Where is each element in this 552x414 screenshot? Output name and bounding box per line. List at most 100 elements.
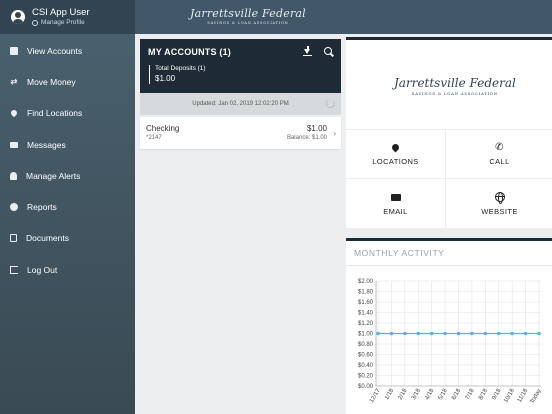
logo-tagline: SAVINGS & LOAN ASSOCIATION bbox=[411, 91, 499, 96]
monthly-activity-chart: $2.00 $1.80 $1.60 $1.40 $1.20 $1.00 $0.80 $0.60… bbox=[358, 279, 543, 405]
y-tick-label: $0.80 bbox=[358, 342, 374, 348]
y-tick-label: $1.60 bbox=[358, 300, 374, 306]
location-pin-icon bbox=[390, 142, 401, 153]
website-tile[interactable]: WEBSITE bbox=[446, 179, 552, 228]
nav-label: Reports bbox=[27, 202, 57, 213]
nav-label: Find Locations bbox=[27, 108, 83, 119]
x-tick-label: 10/18 bbox=[503, 387, 516, 404]
data-point bbox=[456, 331, 461, 336]
avatar-icon bbox=[11, 10, 25, 24]
x-tick-label: 7/18 bbox=[465, 387, 476, 401]
brand-tagline: SAVINGS & LOAN ASSOCIATION bbox=[207, 21, 289, 25]
tile-label: EMAIL bbox=[383, 206, 408, 216]
x-tick-label: 1/18 bbox=[384, 387, 395, 401]
data-point bbox=[483, 331, 488, 336]
logo-name: Jarrettsville Federal bbox=[394, 76, 516, 90]
y-tick-label: $1.80 bbox=[358, 290, 374, 296]
updated-timestamp: Updated: Jan 02, 2019 12:02:20 PM bbox=[192, 101, 289, 107]
nav-menu: View Accounts ⇄ Move Money Find Locations… bbox=[0, 34, 135, 285]
data-point bbox=[537, 331, 541, 336]
nav-messages[interactable]: Messages bbox=[0, 129, 135, 160]
accounts-header: MY ACCOUNTS (1) Total Deposits (1) $1.00 bbox=[140, 39, 341, 93]
accounts-title: MY ACCOUNTS (1) bbox=[148, 47, 232, 57]
y-tick-label: $1.00 bbox=[358, 332, 374, 338]
manage-profile-label: Manage Profile bbox=[41, 19, 85, 26]
email-tile[interactable]: EMAIL bbox=[346, 179, 445, 228]
tile-label: LOCATIONS bbox=[372, 157, 419, 166]
y-tick-label: $0.40 bbox=[358, 363, 374, 369]
phone-icon: ✆ bbox=[495, 141, 504, 153]
account-name: Checking bbox=[146, 124, 180, 133]
y-tick-label: $1.40 bbox=[358, 311, 374, 317]
y-tick-label: $0.20 bbox=[358, 374, 374, 380]
total-deposits-label: Total Deposits (1) bbox=[155, 65, 206, 72]
monthly-activity-card: MONTHLY ACTIVITY $2.00 $1.80 $1.60 $1.40 $1.… bbox=[346, 238, 552, 414]
nav-log-out[interactable]: Log Out bbox=[0, 254, 135, 285]
brand-name: Jarrettsville Federal bbox=[190, 7, 306, 20]
x-tick-label: 6/18 bbox=[451, 387, 462, 401]
gear-icon bbox=[32, 20, 38, 27]
account-number: *2147 bbox=[146, 135, 162, 141]
data-point bbox=[443, 331, 447, 336]
data-point bbox=[429, 331, 434, 336]
activity-title: MONTHLY ACTIVITY bbox=[346, 241, 552, 266]
x-tick-label: 9/18 bbox=[491, 387, 502, 401]
y-tick-label: $0.60 bbox=[358, 353, 374, 359]
data-point bbox=[510, 331, 514, 336]
y-tick-label: $1.20 bbox=[358, 321, 374, 327]
pie-chart-icon bbox=[10, 203, 18, 212]
accounts-icon bbox=[10, 46, 18, 55]
message-icon bbox=[10, 141, 18, 148]
nav-reports[interactable]: Reports bbox=[0, 191, 135, 222]
globe-icon bbox=[494, 192, 505, 204]
nav-find-locations[interactable]: Find Locations bbox=[0, 98, 135, 129]
call-tile[interactable]: ✆ CALL bbox=[446, 130, 552, 178]
x-tick-label: 8/18 bbox=[478, 387, 489, 401]
logout-icon bbox=[10, 265, 18, 274]
x-tick-label: Today bbox=[530, 388, 543, 405]
data-point bbox=[523, 331, 528, 336]
account-row[interactable]: Checking *2147 $1.00 Balance: $1.00 › bbox=[140, 117, 341, 149]
top-bar: Jarrettsville Federal SAVINGS & LOAN ASS… bbox=[135, 0, 552, 34]
x-tick-label: 2/18 bbox=[398, 387, 409, 401]
tile-label: CALL bbox=[489, 157, 510, 166]
bank-logo: Jarrettsville Federal SAVINGS & LOAN ASS… bbox=[394, 76, 516, 96]
total-deposits: Total Deposits (1) $1.00 bbox=[149, 65, 206, 85]
locations-tile[interactable]: LOCATIONS bbox=[346, 130, 445, 178]
data-point bbox=[416, 331, 421, 336]
nav-label: Move Money bbox=[27, 76, 76, 87]
accounts-panel: MY ACCOUNTS (1) Total Deposits (1) $1.00… bbox=[140, 39, 341, 149]
nav-label: Manage Alerts bbox=[26, 170, 81, 181]
x-tick-label: 4/18 bbox=[424, 387, 435, 401]
y-tick-label: $2.00 bbox=[358, 279, 374, 285]
data-point bbox=[376, 331, 380, 336]
updated-bar: Updated: Jan 02, 2019 12:02:20 PM bbox=[140, 93, 341, 115]
manage-profile-link[interactable]: Manage Profile bbox=[32, 19, 90, 27]
right-panel: Jarrettsville Federal SAVINGS & LOAN ASS… bbox=[346, 37, 552, 414]
profile-name: CSI App User bbox=[32, 6, 90, 18]
account-amount: $1.00 bbox=[306, 124, 327, 133]
x-tick-label: 3/18 bbox=[411, 387, 422, 401]
nav-documents[interactable]: Documents bbox=[0, 223, 135, 254]
data-point bbox=[470, 331, 474, 336]
nav-label: View Accounts bbox=[27, 45, 83, 56]
transfer-icon: ⇄ bbox=[10, 77, 18, 87]
nav-view-accounts[interactable]: View Accounts bbox=[0, 35, 135, 66]
refresh-icon[interactable] bbox=[326, 99, 335, 108]
nav-manage-alerts[interactable]: Manage Alerts bbox=[0, 160, 135, 191]
chevron-right-icon: › bbox=[333, 129, 336, 138]
data-point bbox=[403, 331, 407, 336]
bank-logo-box: Jarrettsville Federal SAVINGS & LOAN ASS… bbox=[346, 37, 552, 129]
bell-icon bbox=[10, 171, 17, 180]
nav-label: Documents bbox=[26, 233, 69, 244]
data-point bbox=[496, 331, 501, 336]
x-tick-label: 11/18 bbox=[517, 387, 530, 403]
nav-label: Messages bbox=[27, 139, 66, 150]
nav-label: Log Out bbox=[27, 264, 58, 275]
y-tick-label: $0.00 bbox=[358, 384, 374, 390]
location-pin-icon bbox=[9, 108, 19, 118]
nav-move-money[interactable]: ⇄ Move Money bbox=[0, 66, 135, 97]
profile-header[interactable]: CSI App User Manage Profile bbox=[0, 0, 135, 34]
download-icon[interactable] bbox=[303, 46, 312, 56]
search-icon[interactable] bbox=[324, 47, 332, 55]
